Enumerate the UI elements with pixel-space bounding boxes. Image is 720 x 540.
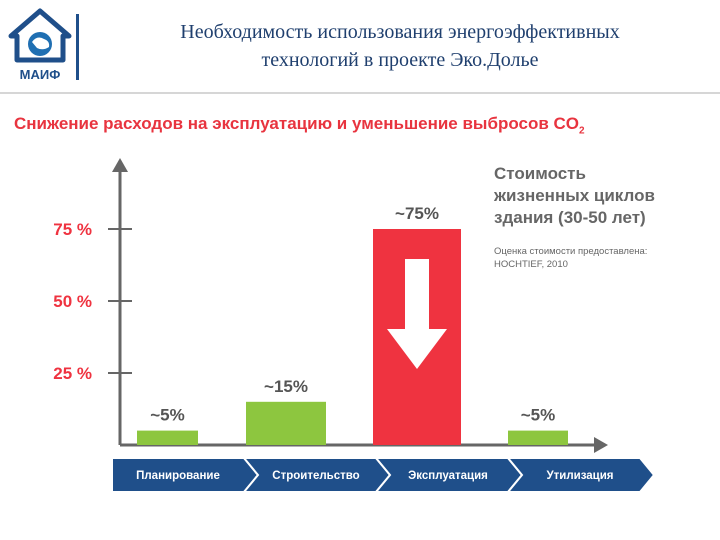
down-arrow-icon	[387, 259, 447, 369]
header-divider	[0, 92, 720, 94]
note-line-3: здания (30-50 лет)	[494, 208, 646, 227]
bar	[508, 430, 568, 445]
source-line-2: HOCHTIEF, 2010	[494, 259, 568, 270]
y-tick-label: 50 %	[53, 292, 92, 311]
y-axis-arrow-icon	[112, 158, 128, 172]
page-title-line-1: Необходимость использования энергоэффект…	[180, 21, 620, 43]
page-title: Необходимость использования энергоэффект…	[110, 18, 690, 74]
header: МАИФ Необходимость использования энергоэ…	[0, 0, 720, 92]
source-line-1: Оценка стоимости предоставлена:	[494, 246, 648, 257]
chart-subtitle-text: Снижение расходов на эксплуатацию и умен…	[14, 114, 580, 133]
y-tick-label: 25 %	[53, 364, 92, 383]
note-line-2: жизненных циклов	[494, 186, 655, 205]
data-label: ~5%	[150, 406, 185, 425]
chart-subtitle-subscript: 2	[579, 125, 585, 137]
x-tick-label: Строительство	[272, 470, 359, 482]
y-tick-label: 75 %	[53, 220, 92, 239]
page-title-line-2: технологий в проекте Эко.Долье	[261, 49, 539, 71]
bar	[137, 430, 198, 445]
data-label: ~15%	[264, 377, 308, 396]
logo-text: МАИФ	[20, 67, 61, 82]
logo: МАИФ	[8, 8, 72, 82]
bar	[246, 401, 326, 445]
source-note: Оценка стоимости предоставлена: HOCHTIEF…	[494, 245, 714, 271]
house-icon	[8, 8, 72, 63]
chart-subtitle: Снижение расходов на эксплуатацию и умен…	[14, 114, 585, 136]
logo-divider	[76, 14, 79, 80]
x-axis-arrow-icon	[594, 437, 608, 453]
note-line-1: Стоимость	[494, 164, 586, 183]
data-label: ~5%	[521, 406, 556, 425]
data-label: ~75%	[395, 204, 439, 223]
lifecycle-cost-note: Стоимость жизненных циклов здания (30-50…	[494, 163, 714, 229]
category-chevron	[505, 457, 656, 493]
x-tick-label: Эксплуатация	[408, 470, 488, 482]
x-tick-label: Утилизация	[546, 470, 613, 482]
x-tick-label: Планирование	[136, 470, 220, 482]
